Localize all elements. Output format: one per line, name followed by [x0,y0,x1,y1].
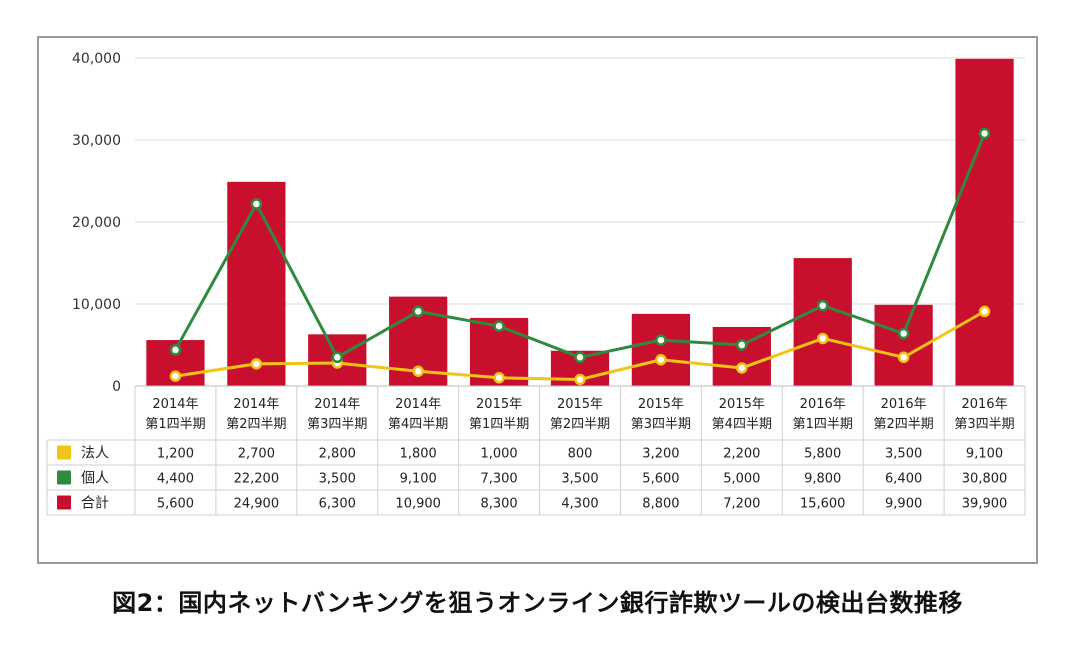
data-label: 9,100 [400,472,437,487]
x-tick-label-quarter: 第1四半期 [145,417,205,432]
data-point [574,351,586,364]
data-point [250,358,263,370]
x-tick-label-year: 2014年 [233,397,279,412]
data-label: 3,500 [561,472,598,487]
x-tick-label-quarter: 第1四半期 [793,417,853,432]
bar [955,58,1014,386]
data-label: 9,900 [885,497,922,512]
data-label: 15,600 [800,497,846,512]
data-point [736,339,748,351]
y-tick-label: 10,000 [72,297,121,313]
data-point [412,365,424,377]
x-tick-label-year: 2014年 [395,397,441,412]
data-label: 5,000 [723,472,760,487]
x-tick-label-year: 2015年 [557,397,603,412]
data-label: 4,300 [561,497,598,512]
x-tick-label-year: 2016年 [881,397,927,412]
data-label: 5,600 [157,497,194,512]
data-label: 7,300 [480,472,517,487]
data-label: 1,800 [400,447,437,462]
y-tick-label: 0 [112,379,121,395]
x-tick-label-year: 2015年 [476,397,522,412]
data-point [250,198,263,210]
legend-swatch [57,445,71,460]
data-label: 5,600 [642,472,679,487]
data-point [978,305,991,318]
x-tick-label-quarter: 第4四半期 [712,417,772,432]
legend-swatch [57,495,71,510]
bar [631,313,691,386]
x-tick-label-quarter: 第1四半期 [469,417,529,432]
x-tick-label-quarter: 第2四半期 [226,417,286,432]
data-point [169,370,182,382]
data-label: 4,400 [157,472,194,487]
x-tick-label-quarter: 第3四半期 [954,417,1014,432]
series-line [174,132,986,360]
x-tick-label-year: 2015年 [719,397,765,412]
data-point [816,332,829,345]
data-point [493,320,505,332]
y-tick-label: 30,000 [72,133,121,149]
legend-label: 法人 [81,446,109,462]
x-tick-label-quarter: 第3四半期 [307,417,367,432]
data-point [897,351,910,364]
data-label: 3,500 [319,472,356,487]
data-label: 9,800 [804,472,841,487]
data-label: 10,900 [395,497,441,512]
data-label: 24,900 [234,497,280,512]
data-point [493,372,505,384]
legend-label: 合計 [81,496,109,512]
data-label: 2,200 [723,447,760,462]
data-label: 3,200 [642,447,679,462]
data-point [655,354,667,366]
data-point [736,362,748,374]
data-label: 22,200 [234,472,280,487]
x-tick-label-quarter: 第3四半期 [631,417,691,432]
data-label: 2,800 [319,447,356,462]
x-tick-label-year: 2014年 [314,397,360,412]
data-label: 2,700 [238,447,275,462]
x-tick-label-year: 2014年 [152,397,198,412]
x-tick-label-quarter: 第2四半期 [550,417,610,432]
bar [793,258,852,386]
data-point [655,334,667,346]
data-point [412,305,424,318]
data-label: 7,200 [723,497,760,512]
data-point [169,344,182,356]
data-label: 8,300 [480,497,517,512]
data-label: 1,200 [157,447,194,462]
x-tick-label-year: 2015年 [638,397,684,412]
chart-frame: 0 10,000 20,000 30,000 40,000 2014年第1四半期 2014年… [37,36,1038,564]
data-label: 1,000 [480,447,517,462]
data-point [574,373,586,386]
data-label: 800 [568,447,593,462]
legend-label: 個人 [81,471,109,487]
data-label: 39,900 [962,497,1008,512]
data-point [331,351,344,364]
data-label: 6,300 [319,497,356,512]
x-tick-label-quarter: 第4四半期 [388,417,448,432]
x-tick-label-quarter: 第2四半期 [873,417,933,432]
data-point [897,327,910,340]
bar [227,181,286,386]
data-label: 9,100 [966,447,1003,462]
data-label: 6,400 [885,472,922,487]
data-label: 30,800 [962,472,1008,487]
data-label: 8,800 [642,497,679,512]
y-tick-label: 40,000 [72,51,121,67]
data-label: 3,500 [885,447,922,462]
data-label: 5,800 [804,447,841,462]
x-tick-label-year: 2016年 [800,397,846,412]
data-point [978,127,991,140]
y-tick-label: 20,000 [72,215,121,231]
legend-swatch [57,470,71,485]
figure-caption: 図2：国内ネットバンキングを狙うオンライン銀行詐欺ツールの検出台数推移 [112,589,963,617]
data-point [816,299,829,312]
x-tick-label-year: 2016年 [961,397,1007,412]
